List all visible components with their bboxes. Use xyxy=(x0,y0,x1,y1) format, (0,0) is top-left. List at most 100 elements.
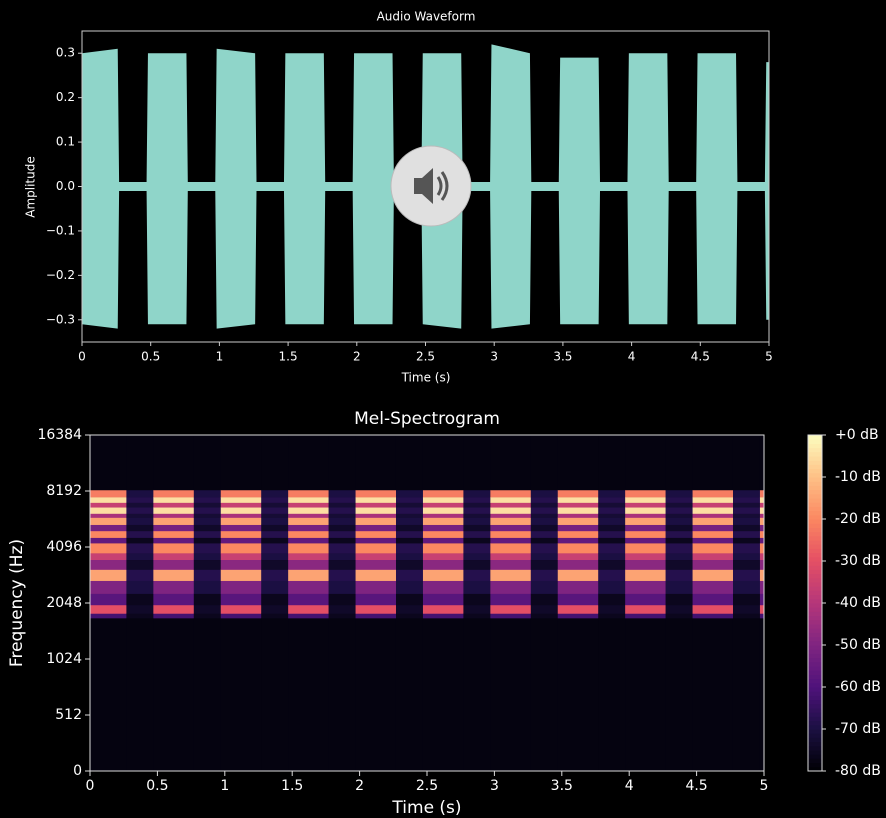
spectrogram-cell xyxy=(153,553,195,561)
colorbar-step xyxy=(808,498,822,503)
spectrogram-cell xyxy=(193,497,222,503)
spectrogram-cell xyxy=(557,559,599,570)
spectrogram-cell xyxy=(328,507,356,514)
spectrogram-cell xyxy=(530,559,559,570)
spectrogram-cell xyxy=(422,569,464,581)
spectrogram-cell xyxy=(261,553,289,561)
colorbar-step xyxy=(808,661,822,667)
colorbar-step xyxy=(808,653,822,659)
colorbar-step xyxy=(808,640,822,646)
spectrogram-cell xyxy=(355,507,397,514)
colorbar-step xyxy=(808,649,822,654)
spectrogram-cell xyxy=(90,613,127,619)
spectrogram-cell xyxy=(422,593,464,606)
spectrogram-cell xyxy=(557,507,599,514)
spectrogram-cell xyxy=(557,524,599,532)
spectrogram-cell xyxy=(220,593,262,606)
spectrogram-x-label: Time (s) xyxy=(391,798,461,818)
spectrogram-cell xyxy=(598,569,626,581)
spectrogram-cell xyxy=(355,489,397,498)
spectrogram-cell xyxy=(328,618,356,772)
spectrogram-cell xyxy=(463,435,491,491)
audio-button[interactable] xyxy=(390,145,472,227)
spectrogram-cell xyxy=(557,435,599,491)
spectrogram-cell xyxy=(126,517,154,525)
x-tick-label: 1 xyxy=(220,778,229,794)
colorbar-tick-label: -70 dB xyxy=(835,721,881,737)
colorbar-step xyxy=(808,565,822,570)
spectrogram-cell xyxy=(692,604,734,614)
spectrogram-cell xyxy=(598,604,626,614)
y-tick-label: 0.3 xyxy=(56,46,75,60)
spectrogram-cell xyxy=(126,524,154,532)
colorbar-tick-label: -60 dB xyxy=(835,679,881,695)
waveform-area xyxy=(82,44,769,187)
colorbar-step xyxy=(808,552,822,558)
spectrogram-cell xyxy=(732,530,761,538)
spectrogram-cell xyxy=(732,593,761,606)
spectrogram-cell xyxy=(153,524,195,532)
spectrogram-cell xyxy=(193,502,222,508)
spectrogram-cell xyxy=(759,513,765,518)
spectrogram-cell xyxy=(665,530,693,538)
spectrogram-cell xyxy=(665,553,693,561)
colorbar-step xyxy=(808,468,822,474)
colorbar-step xyxy=(808,569,822,575)
spectrogram-cell xyxy=(355,580,397,594)
spectrogram-cell xyxy=(220,569,262,581)
spectrogram-cell xyxy=(220,537,262,544)
spectrogram-cell xyxy=(732,489,761,498)
spectrogram-cell xyxy=(90,524,127,532)
spectrogram-cell xyxy=(90,497,127,503)
spectrogram-cell xyxy=(692,513,734,518)
colorbar-step xyxy=(808,712,822,717)
spectrogram-cell xyxy=(261,580,289,594)
spectrogram-cell xyxy=(530,435,559,491)
colorbar-step xyxy=(808,523,822,528)
spectrogram-cell xyxy=(395,537,424,544)
spectrogram-cell xyxy=(193,537,222,544)
spectrogram-cell xyxy=(153,618,195,772)
spectrogram-cell xyxy=(557,580,599,594)
spectrogram-cell xyxy=(422,580,464,594)
x-tick-label: 0 xyxy=(78,350,86,364)
spectrogram-cell xyxy=(90,569,127,581)
spectrogram-cell xyxy=(557,543,599,554)
colorbar-step xyxy=(808,586,822,591)
spectrogram-cell xyxy=(288,580,329,594)
spectrogram-cell xyxy=(153,580,195,594)
spectrogram-cell xyxy=(288,517,329,525)
colorbar-step xyxy=(808,443,822,449)
spectrogram-cell xyxy=(90,530,127,538)
spectrogram-cell xyxy=(395,559,424,570)
colorbar-step xyxy=(808,607,822,612)
spectrogram-cell xyxy=(557,569,599,581)
spectrogram-cell xyxy=(759,553,765,561)
spectrogram-cell xyxy=(598,618,626,772)
x-tick-label: 3.5 xyxy=(551,778,573,794)
spectrogram-cell xyxy=(395,497,424,503)
colorbar-step xyxy=(808,762,822,768)
spectrogram-cell xyxy=(759,489,765,498)
y-tick-label: 512 xyxy=(55,707,82,723)
spectrogram-cell xyxy=(288,618,329,772)
x-tick-label: 0.5 xyxy=(146,778,168,794)
spectrogram-cell xyxy=(395,580,424,594)
spectrogram-cell xyxy=(153,613,195,619)
spectrogram-cell xyxy=(261,497,289,503)
colorbar-step xyxy=(808,447,822,453)
x-tick-label: 2 xyxy=(353,350,361,364)
spectrogram-cell xyxy=(220,604,262,614)
spectrogram-cell xyxy=(625,580,666,594)
spectrogram-cell xyxy=(530,537,559,544)
spectrogram-cell xyxy=(530,530,559,538)
spectrogram-cell xyxy=(732,553,761,561)
spectrogram-cell xyxy=(288,543,329,554)
y-tick-label: 2048 xyxy=(46,595,82,611)
spectrogram-cell xyxy=(328,593,356,606)
spectrogram-cell xyxy=(463,517,491,525)
spectrogram-cell xyxy=(126,435,154,491)
spectrogram-cell xyxy=(288,553,329,561)
spectrogram-cell xyxy=(759,593,765,606)
spectrogram-cell xyxy=(355,593,397,606)
